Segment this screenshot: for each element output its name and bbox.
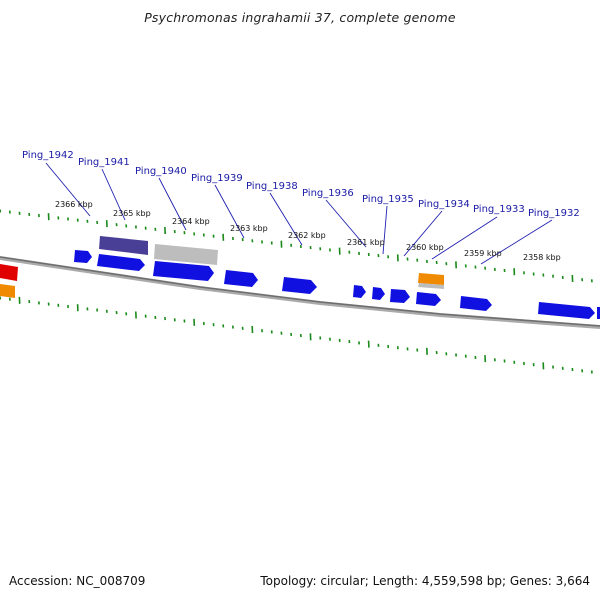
- gene-label-ping-1938[interactable]: Ping_1938: [246, 181, 298, 192]
- outer-tick-ring: [0, 209, 593, 283]
- kbp-label: 2363 kbp: [230, 224, 268, 233]
- gene-label-ping-1936[interactable]: Ping_1936: [302, 188, 354, 199]
- gene-feature[interactable]: [390, 289, 410, 303]
- forward-strand-genes: [0, 236, 600, 319]
- gene-feature[interactable]: [353, 285, 366, 298]
- kbp-label: 2364 kbp: [172, 217, 210, 226]
- gene-feature[interactable]: [74, 250, 92, 263]
- gene-label-ping-1942[interactable]: Ping_1942: [22, 150, 74, 161]
- gene-feature[interactable]: [418, 283, 444, 289]
- gene-label-group: Ping_1942 Ping_1941 Ping_1940 Ping_1939 …: [22, 150, 580, 219]
- gene-label-ping-1941[interactable]: Ping_1941: [78, 157, 130, 168]
- genome-summary-text: Topology: circular; Length: 4,559,598 bp…: [260, 574, 590, 588]
- inner-tick-ring: [0, 296, 593, 374]
- kbp-label: 2361 kbp: [347, 238, 385, 247]
- kbp-label: 2359 kbp: [464, 249, 502, 258]
- gene-label-ping-1939[interactable]: Ping_1939: [191, 173, 243, 184]
- gene-label-ping-1932[interactable]: Ping_1932: [528, 208, 580, 219]
- label-leader-lines: [45, 162, 553, 265]
- gene-feature[interactable]: [153, 261, 214, 281]
- gene-feature[interactable]: [154, 244, 218, 265]
- accession-text: Accession: NC_008709: [9, 574, 146, 588]
- gene-label-ping-1935[interactable]: Ping_1935: [362, 194, 414, 205]
- kbp-label: 2360 kbp: [406, 243, 444, 252]
- gene-feature[interactable]: [99, 236, 148, 255]
- kbp-label: 2365 kbp: [113, 209, 151, 218]
- gene-label-ping-1934[interactable]: Ping_1934: [418, 199, 470, 210]
- gene-feature[interactable]: [0, 264, 18, 281]
- gene-feature[interactable]: [460, 296, 492, 311]
- gene-label-ping-1933[interactable]: Ping_1933: [473, 204, 525, 215]
- gene-feature[interactable]: [418, 273, 444, 285]
- gene-feature[interactable]: [372, 287, 385, 300]
- gene-feature[interactable]: [224, 270, 258, 287]
- gene-feature[interactable]: [0, 284, 15, 298]
- gene-feature[interactable]: [97, 254, 145, 271]
- kbp-label: 2358 kbp: [523, 253, 561, 262]
- genome-backbone-shadow: [0, 256, 600, 329]
- map-title: Psychromonas ingrahamii 37, complete gen…: [144, 10, 456, 25]
- kbp-label-group: 2366 kbp 2365 kbp 2364 kbp 2363 kbp 2362…: [55, 200, 561, 262]
- genome-backbone: [0, 256, 600, 327]
- gene-feature[interactable]: [282, 277, 317, 294]
- gene-feature[interactable]: [538, 302, 595, 319]
- kbp-label: 2366 kbp: [55, 200, 93, 209]
- gene-feature[interactable]: [597, 307, 600, 319]
- gene-label-ping-1940[interactable]: Ping_1940: [135, 166, 187, 177]
- gene-feature[interactable]: [416, 292, 441, 306]
- kbp-label: 2362 kbp: [288, 231, 326, 240]
